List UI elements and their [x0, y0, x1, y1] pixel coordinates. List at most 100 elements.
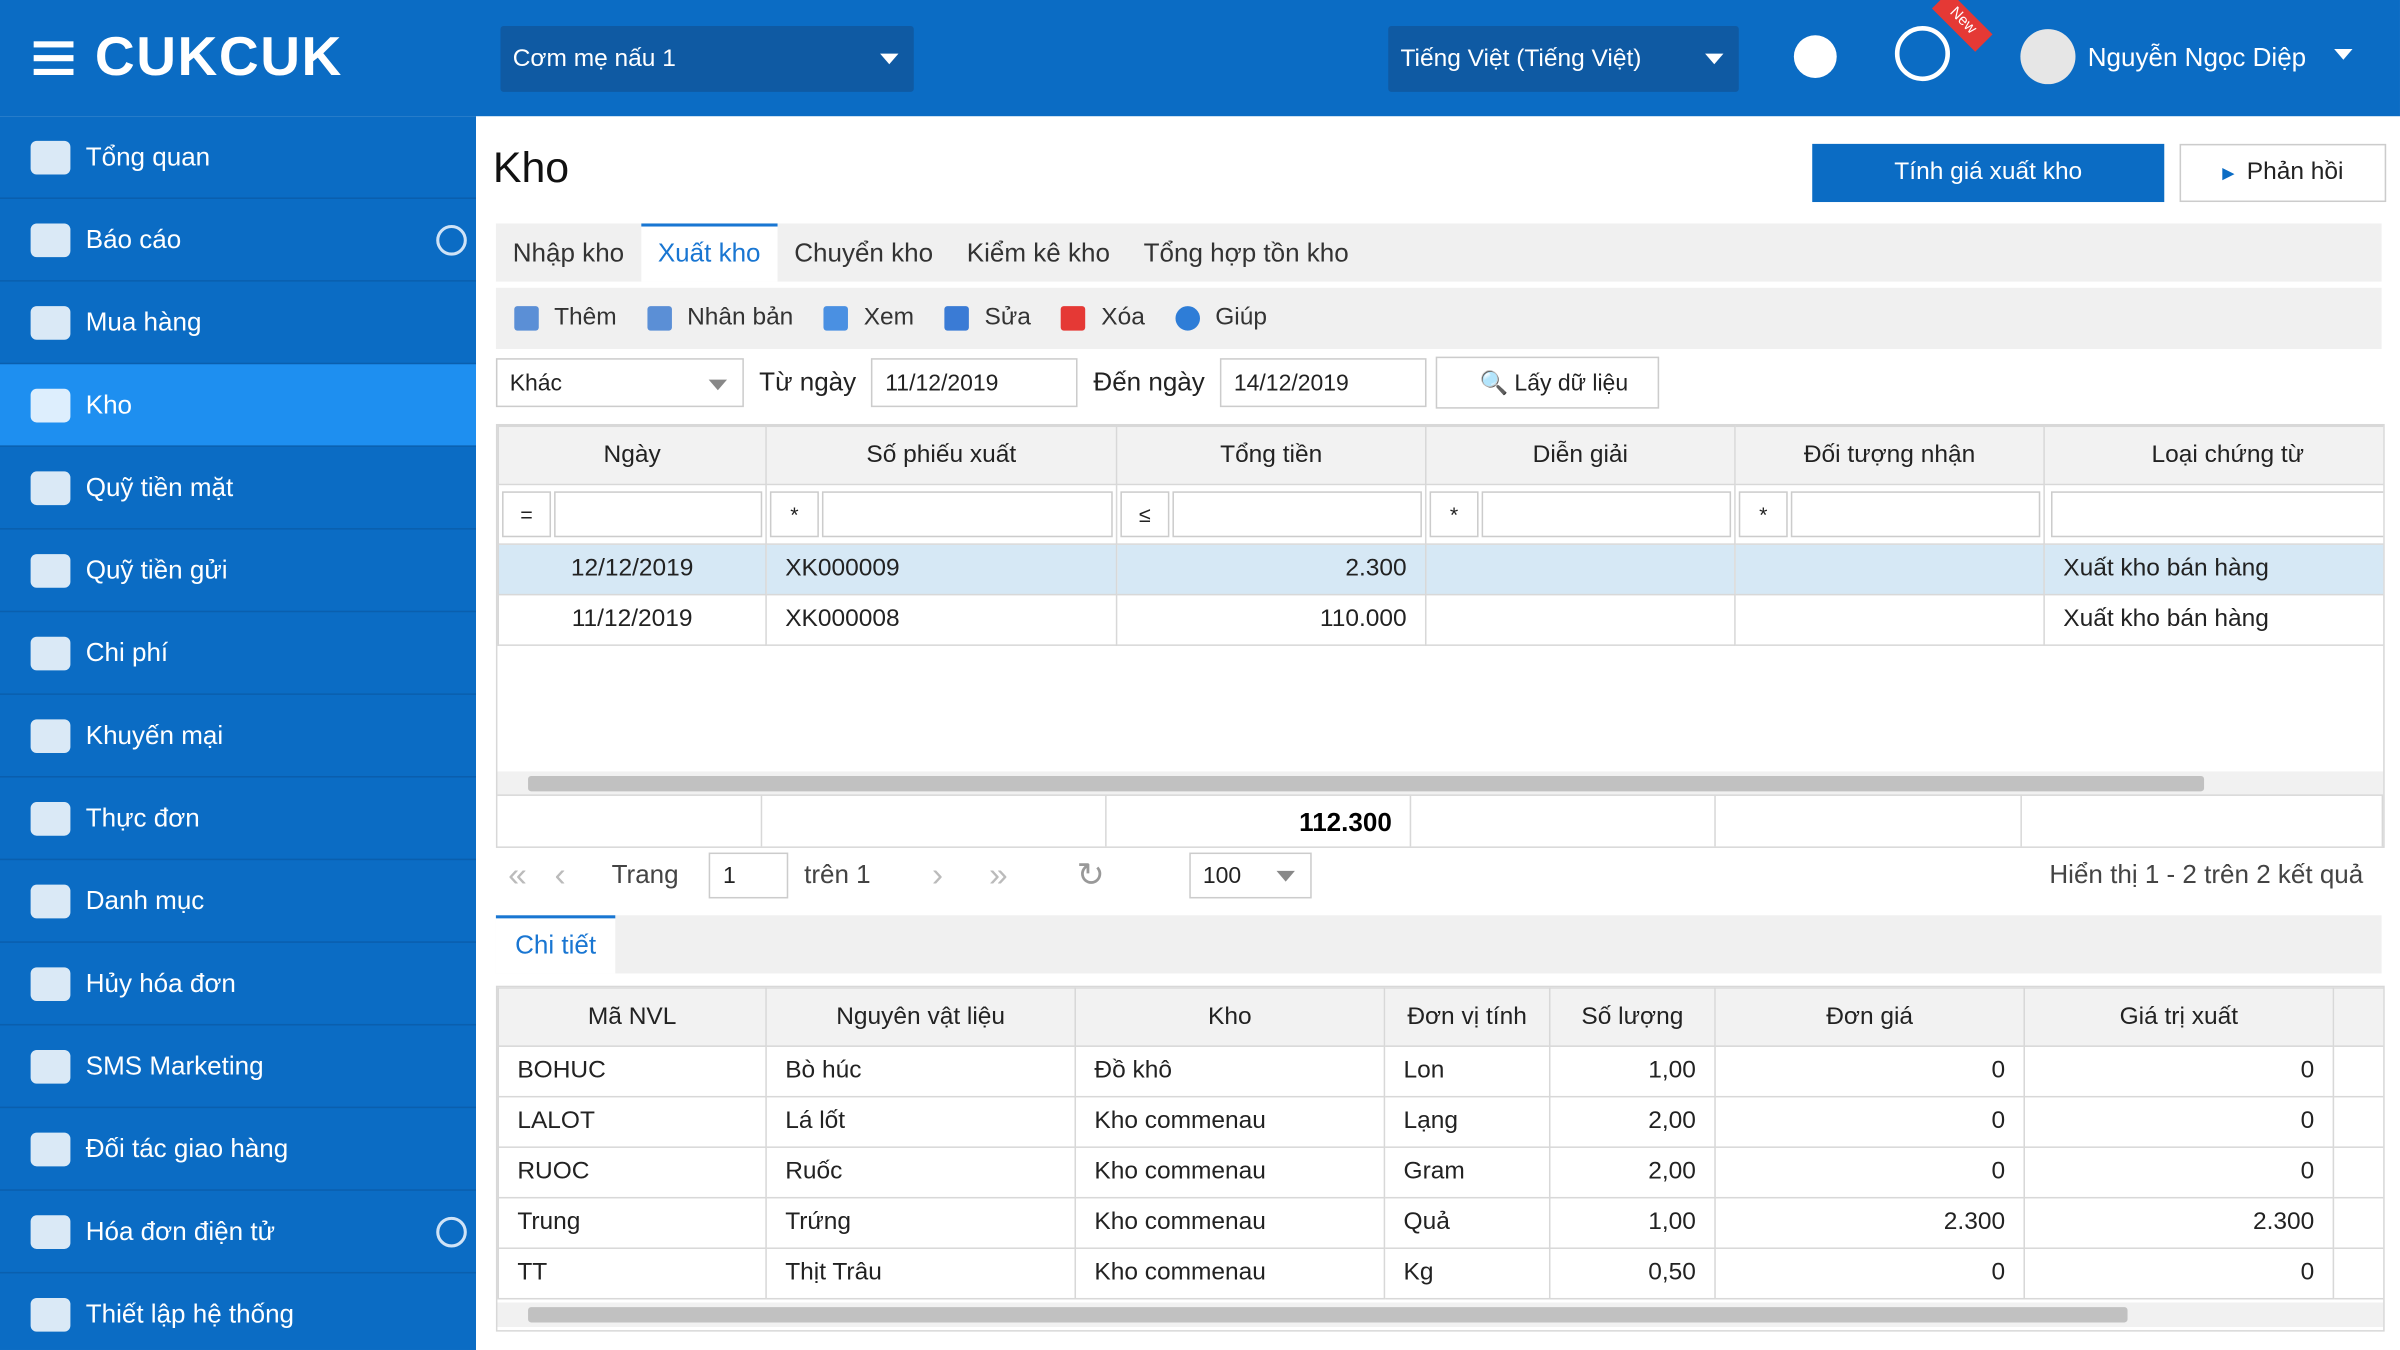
- data-row[interactable]: BOHUC Bò húc Đồ khô Lon 1,00 0 0: [497, 1045, 2384, 1098]
- scroll-thumb[interactable]: [528, 1307, 2128, 1323]
- sidebar-item[interactable]: Tổng quan: [0, 116, 477, 199]
- sidebar-item[interactable]: Danh mục: [0, 860, 477, 943]
- toolbar-button[interactable]: Thêm: [514, 305, 617, 333]
- cell: 0: [1714, 1146, 2025, 1199]
- phone-icon[interactable]: [1894, 26, 1950, 82]
- to-label: Đến ngày: [1093, 367, 1205, 397]
- user-name[interactable]: Nguyễn Ngọc Diệp: [2087, 42, 2307, 72]
- data-row[interactable]: 12/12/2019 XK000009 2.300 Xuất kho bán hàng: [497, 543, 2384, 596]
- sidebar-icon: [30, 883, 71, 918]
- language-select[interactable]: Tiếng Việt (Tiếng Việt): [1388, 26, 1739, 92]
- first-page[interactable]: «: [508, 855, 527, 894]
- sidebar-item[interactable]: Kho: [0, 364, 477, 447]
- empty-cell: [1117, 645, 1426, 777]
- empty-cell: [2044, 645, 2383, 777]
- sidebar-item[interactable]: SMS Marketing: [0, 1026, 477, 1109]
- total-cell: [1716, 795, 2022, 847]
- restaurant-select[interactable]: Cơm mẹ nấu 1: [500, 26, 914, 92]
- sidebar-label: SMS Marketing: [85, 1050, 264, 1080]
- sidebar-item[interactable]: Khuyến mại: [0, 695, 477, 778]
- sidebar-item[interactable]: Mua hàng: [0, 282, 477, 365]
- data-row[interactable]: TT Thịt Trâu Kho commenau Kg 0,50 0 0: [497, 1247, 2384, 1300]
- sidebar-item[interactable]: Thực đơn: [0, 778, 477, 861]
- page-size[interactable]: 100: [1189, 852, 1312, 899]
- filter-input[interactable]: [821, 491, 1113, 538]
- sidebar-item[interactable]: Quỹ tiền gửi: [0, 530, 477, 613]
- cell: Kg: [1383, 1247, 1551, 1300]
- grid-table: Ngày Số phiếu xuất Tổng tiền Diễn giải Đối t…: [497, 425, 2384, 777]
- cell: LALOT: [497, 1095, 767, 1148]
- toolbar-label: Nhân bản: [687, 304, 794, 331]
- sidebar-item[interactable]: Báo cáo: [0, 199, 477, 282]
- fetch-button[interactable]: 🔍 Lấy dữ liệu: [1435, 356, 1660, 409]
- toolbar-button[interactable]: Nhân bản: [647, 305, 793, 333]
- to-date[interactable]: 14/12/2019: [1220, 358, 1427, 408]
- filter-input[interactable]: [1481, 491, 1732, 538]
- calc-button[interactable]: Tính giá xuất kho: [1812, 143, 2165, 203]
- feedback-button[interactable]: ▸ Phản hồi: [2179, 143, 2387, 203]
- last-page[interactable]: »: [989, 855, 1008, 894]
- data-row[interactable]: 11/12/2019 XK000008 110.000 Xuất kho bán hà…: [497, 593, 2384, 646]
- sidebar-item[interactable]: Quỹ tiền mặt: [0, 447, 477, 530]
- prev-page[interactable]: ‹: [554, 855, 566, 894]
- tab[interactable]: Nhập kho: [512, 238, 625, 268]
- avatar[interactable]: [2020, 29, 2076, 85]
- menu-icon[interactable]: [33, 41, 74, 75]
- filter-input[interactable]: [1172, 491, 1422, 538]
- filter-op[interactable]: =: [502, 491, 552, 538]
- filter-op[interactable]: ≤: [1120, 491, 1170, 538]
- toolbar-button[interactable]: Xóa: [1061, 305, 1145, 333]
- tab[interactable]: Kiểm kê kho: [966, 238, 1110, 268]
- filter-op[interactable]: *: [1738, 491, 1788, 538]
- filter-op[interactable]: *: [769, 491, 819, 538]
- next-page[interactable]: ›: [931, 855, 944, 894]
- column-header: Mã NVL: [497, 987, 767, 1047]
- toolbar-button[interactable]: Xem: [823, 305, 914, 333]
- cell: RUOC: [497, 1146, 767, 1199]
- detail-tab-bar: Chi tiết: [495, 915, 2382, 974]
- from-date[interactable]: 11/12/2019: [871, 358, 1079, 408]
- filter-input[interactable]: [1790, 491, 2041, 538]
- refresh[interactable]: ↻: [1076, 855, 1105, 894]
- sidebar-item[interactable]: Hủy hóa đơn: [0, 943, 477, 1026]
- sidebar-label: Khuyến mại: [85, 720, 224, 750]
- cell: Trứng: [765, 1196, 1077, 1249]
- sidebar-item[interactable]: Hóa đơn điện tử: [0, 1191, 477, 1274]
- sidebar-item[interactable]: Đối tác giao hàng: [0, 1108, 477, 1191]
- type-select[interactable]: Khác: [495, 358, 744, 408]
- cell: [2332, 1146, 2384, 1199]
- scroll-thumb[interactable]: [528, 776, 2205, 792]
- type-value: Khác: [509, 369, 563, 396]
- toolbar-button[interactable]: Sửa: [944, 305, 1031, 333]
- sidebar: Tổng quan Báo cáo Mua hàng Kho Quỹ tiền mặt Q…: [0, 116, 477, 1350]
- page-title: Kho: [492, 143, 570, 192]
- logo[interactable]: CUKCUK: [94, 24, 343, 88]
- toolbar-button[interactable]: Giúp: [1175, 305, 1267, 333]
- filter-input[interactable]: [2051, 491, 2384, 538]
- tab[interactable]: Chuyển kho: [794, 238, 934, 268]
- column-header: Đơn vị tính: [1383, 987, 1551, 1047]
- data-row[interactable]: Trung Trứng Kho commenau Quả 1,00 2.300 2.300: [497, 1196, 2384, 1249]
- globe-icon[interactable]: [1793, 35, 1837, 79]
- tab[interactable]: Tổng hợp tồn kho: [1143, 238, 1349, 268]
- sidebar-item[interactable]: Chi phí: [0, 612, 477, 695]
- filter-op[interactable]: *: [1429, 491, 1479, 538]
- filter-box: =: [502, 491, 763, 538]
- detail-tab[interactable]: Chi tiết: [495, 915, 616, 974]
- page-label: Trang: [611, 860, 679, 890]
- data-row[interactable]: LALOT Lá lốt Kho commenau Lạng 2,00 0 0: [497, 1095, 2384, 1148]
- empty-cell: [1735, 645, 2044, 777]
- data-row[interactable]: RUOC Ruốc Kho commenau Gram 2,00 0 0: [497, 1146, 2384, 1199]
- filter-input[interactable]: [554, 491, 763, 538]
- expand-icon[interactable]: [436, 224, 467, 255]
- tab[interactable]: Xuất kho: [640, 223, 778, 282]
- cell: [2332, 1045, 2384, 1098]
- expand-icon[interactable]: [436, 1216, 467, 1247]
- filter-row: = * ≤ * *: [497, 483, 2384, 545]
- cell: [1734, 593, 2045, 646]
- from-label: Từ ngày: [759, 367, 857, 397]
- cell: 1,00: [1548, 1045, 1716, 1098]
- grid-table: Mã NVL Nguyên vật liệu Kho Đơn vị tính Số lư…: [497, 987, 2384, 1300]
- sidebar-item[interactable]: Thiết lập hệ thống: [0, 1273, 476, 1350]
- page-input[interactable]: 1: [709, 852, 789, 899]
